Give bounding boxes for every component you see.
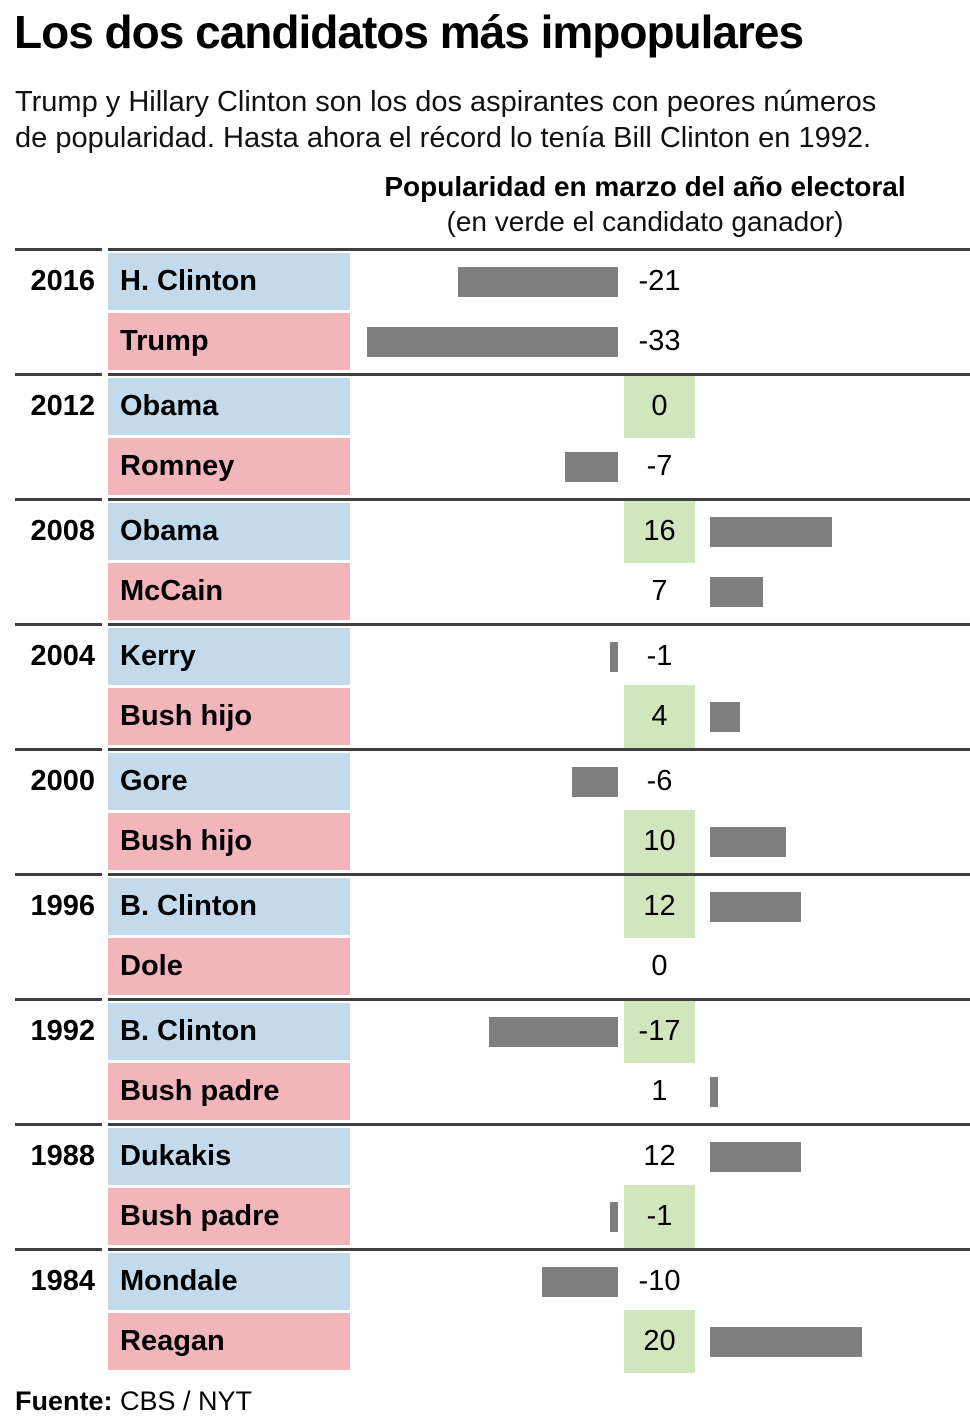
popularity-bar	[542, 1267, 618, 1297]
popularity-bar	[367, 327, 618, 357]
winner-highlight	[624, 685, 695, 748]
section-divider	[15, 998, 102, 1001]
winner-highlight	[624, 810, 695, 873]
popularity-bar	[458, 267, 618, 297]
popularity-bar	[710, 517, 832, 547]
year-label: 1992	[30, 1015, 95, 1047]
section-divider	[108, 1248, 970, 1251]
popularity-bar	[710, 1142, 801, 1172]
section-divider	[108, 998, 970, 1001]
year-label: 1984	[30, 1265, 95, 1297]
value-label: 20	[643, 1325, 676, 1357]
candidate-name-cell: McCain	[108, 563, 350, 620]
winner-highlight	[624, 500, 695, 563]
candidate-name-cell: B. Clinton	[108, 878, 350, 935]
value-label: 0	[651, 390, 668, 422]
source-value: CBS / NYT	[120, 1386, 253, 1416]
value-label: -21	[638, 265, 681, 297]
value-label: -7	[646, 450, 673, 482]
candidate-name-cell: Romney	[108, 438, 350, 495]
section-divider	[15, 748, 102, 751]
year-label: 1988	[30, 1140, 95, 1172]
candidate-name-cell: Bush padre	[108, 1063, 350, 1120]
winner-highlight	[624, 375, 695, 438]
section-divider	[15, 248, 102, 251]
value-label: 1	[651, 1075, 668, 1107]
year-label: 2004	[30, 640, 95, 672]
popularity-bar	[710, 1077, 718, 1107]
candidate-name-cell: Reagan	[108, 1313, 350, 1370]
candidate-name-cell: B. Clinton	[108, 1003, 350, 1060]
year-label: 1996	[30, 890, 95, 922]
candidate-name-cell: Mondale	[108, 1253, 350, 1310]
chart-legend-note: (en verde el candidato ganador)	[446, 206, 844, 237]
section-divider	[15, 498, 102, 501]
popularity-bar	[572, 767, 618, 797]
value-label: 0	[651, 950, 668, 982]
value-label: 16	[643, 515, 676, 547]
section-divider	[108, 248, 970, 251]
popularity-bar	[710, 702, 740, 732]
page-title: Los dos candidatos más impopulares	[14, 6, 804, 58]
candidate-name-cell: Obama	[108, 378, 350, 435]
section-divider	[15, 373, 102, 376]
chart-title: Popularidad en marzo del año electoral	[384, 171, 906, 202]
value-label: 10	[643, 825, 676, 857]
popularity-bar	[710, 892, 801, 922]
value-label: 7	[651, 575, 668, 607]
section-divider	[108, 1123, 970, 1126]
section-divider	[15, 623, 102, 626]
candidate-name-cell: Trump	[108, 313, 350, 370]
winner-highlight	[624, 875, 695, 938]
page-subtitle-line-1: Trump y Hillary Clinton son los dos aspi…	[15, 86, 877, 118]
value-label: 12	[643, 1140, 676, 1172]
year-label: 2016	[30, 265, 95, 297]
popularity-bar	[710, 827, 786, 857]
candidate-name-cell: Bush hijo	[108, 813, 350, 870]
popularity-bar	[489, 1017, 618, 1047]
value-label: -17	[638, 1015, 681, 1047]
popularity-bar	[565, 452, 618, 482]
candidate-name-cell: Kerry	[108, 628, 350, 685]
value-label: -1	[646, 1200, 673, 1232]
year-label: 2012	[30, 390, 95, 422]
source-line: Fuente: CBS / NYT	[15, 1386, 615, 1417]
page-subtitle-line-2: de popularidad. Hasta ahora el récord lo…	[15, 122, 872, 154]
candidate-name-cell: Bush padre	[108, 1188, 350, 1245]
popularity-bar	[610, 642, 618, 672]
popularity-bar	[710, 577, 763, 607]
winner-highlight	[624, 1310, 695, 1373]
popularity-bar	[610, 1202, 618, 1232]
value-label: -1	[646, 640, 673, 672]
candidate-name-cell: Dole	[108, 938, 350, 995]
value-label: -10	[638, 1265, 681, 1297]
value-label: -6	[646, 765, 673, 797]
candidate-name-cell: Gore	[108, 753, 350, 810]
section-divider	[15, 1248, 102, 1251]
candidate-name-cell: Bush hijo	[108, 688, 350, 745]
value-label: 12	[643, 890, 676, 922]
winner-highlight	[624, 1185, 695, 1248]
source-label: Fuente:	[15, 1386, 113, 1416]
candidate-name-cell: H. Clinton	[108, 253, 350, 310]
section-divider	[108, 873, 970, 876]
popularity-bar	[710, 1327, 862, 1357]
section-divider	[108, 373, 970, 376]
candidate-name-cell: Dukakis	[108, 1128, 350, 1185]
value-label: -33	[638, 325, 681, 357]
section-divider	[108, 623, 970, 626]
year-label: 2008	[30, 515, 95, 547]
section-divider	[15, 873, 102, 876]
section-divider	[15, 1123, 102, 1126]
winner-highlight	[624, 1000, 695, 1063]
candidate-name-cell: Obama	[108, 503, 350, 560]
value-label: 4	[651, 700, 668, 732]
year-label: 2000	[30, 765, 95, 797]
section-divider	[108, 498, 970, 501]
section-divider	[108, 748, 970, 751]
